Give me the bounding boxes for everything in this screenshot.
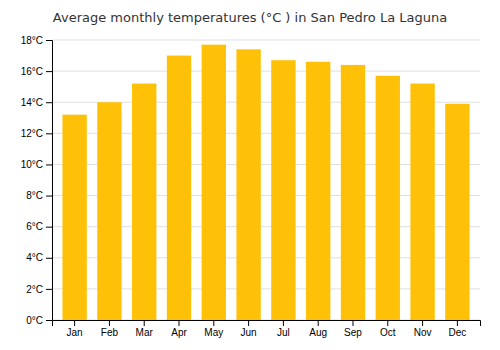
tick-label: Feb — [101, 327, 119, 338]
tick: 2°C — [26, 284, 52, 295]
tick: 18°C — [21, 35, 52, 46]
tick-mark — [352, 320, 353, 326]
bar — [306, 62, 330, 320]
tick: Jul — [277, 320, 290, 338]
axis-line — [46, 41, 53, 321]
tick: Mar — [136, 320, 154, 338]
tick-mark — [46, 164, 52, 165]
tick-mark — [318, 320, 319, 326]
bar — [97, 102, 121, 320]
title: Average monthly temperatures (°C ) in Sa… — [53, 10, 447, 25]
tick: Feb — [101, 320, 119, 338]
tick-mark — [283, 320, 284, 326]
tick-mark — [46, 320, 52, 321]
grid-line — [52, 71, 480, 72]
tick-label: 2°C — [26, 284, 43, 295]
tick-label: Sep — [344, 327, 362, 338]
tick-mark — [46, 289, 52, 290]
tick: Jun — [241, 320, 257, 338]
bar — [271, 60, 295, 320]
tick-label: Jun — [241, 327, 257, 338]
tick-label: Jul — [277, 327, 290, 338]
tick-mark — [46, 227, 52, 228]
tick: 6°C — [26, 221, 52, 232]
tick: Dec — [448, 320, 466, 338]
tick-label: May — [204, 327, 223, 338]
tick-mark — [74, 320, 75, 326]
plot: 0°C 2°C 4°C 6°C 8°C 10°C 12°C 14°C 16°C 18°C Jan Fe… — [21, 35, 481, 338]
tick-mark — [46, 40, 52, 41]
tick-mark — [46, 133, 52, 134]
tick-label: 4°C — [26, 252, 43, 263]
tick-label: Jan — [67, 327, 83, 338]
bar — [62, 115, 86, 320]
tick-mark — [248, 320, 249, 326]
tick: 16°C — [21, 66, 52, 77]
tick-label: Mar — [136, 327, 154, 338]
bar — [445, 104, 469, 320]
grid — [52, 40, 480, 320]
tick: Aug — [309, 320, 327, 338]
tick-label: 14°C — [21, 97, 43, 108]
tick-mark — [387, 320, 388, 326]
tick-label: 12°C — [21, 128, 43, 139]
tick: May — [204, 320, 223, 338]
bar — [410, 84, 434, 320]
tick: Sep — [344, 320, 362, 338]
bar — [236, 49, 260, 320]
bar — [202, 45, 226, 320]
tick-mark — [109, 320, 110, 326]
tick: Oct — [380, 320, 396, 338]
tick-mark — [457, 320, 458, 326]
tick-mark — [422, 320, 423, 326]
tick-label: 8°C — [26, 190, 43, 201]
tick-mark — [46, 102, 52, 103]
tick-label: Nov — [414, 327, 432, 338]
tick: 8°C — [26, 190, 52, 201]
bar — [376, 76, 400, 320]
tick-label: Oct — [380, 327, 396, 338]
tick-mark — [144, 320, 145, 326]
tick-label: Aug — [309, 327, 327, 338]
y-axis: 0°C 2°C 4°C 6°C 8°C 10°C 12°C 14°C 16°C 18°C — [21, 35, 53, 326]
chart: 0°C 2°C 4°C 6°C 8°C 10°C 12°C 14°C 16°C 18°C Jan Fe… — [0, 0, 500, 350]
x-axis: Jan Feb Mar Apr May Jun Jul Aug Sep Oct Nov Dec — [53, 320, 481, 338]
tick: 14°C — [21, 97, 52, 108]
tick-mark — [46, 258, 52, 259]
tick: 0°C — [26, 315, 52, 326]
tick: 4°C — [26, 252, 52, 263]
tick: 10°C — [21, 159, 52, 170]
tick-label: 6°C — [26, 221, 43, 232]
axis-line — [53, 321, 481, 327]
tick-label: 18°C — [21, 35, 43, 46]
tick-label: 10°C — [21, 159, 43, 170]
bars — [62, 45, 469, 320]
tick: Nov — [414, 320, 432, 338]
tick-label: Apr — [171, 327, 187, 338]
tick-label: 0°C — [26, 315, 43, 326]
tick-mark — [179, 320, 180, 326]
tick-label: 16°C — [21, 66, 43, 77]
tick-mark — [46, 71, 52, 72]
tick: 12°C — [21, 128, 52, 139]
tick: Apr — [171, 320, 187, 338]
tick: Jan — [67, 320, 83, 338]
bar — [132, 84, 156, 320]
grid-line — [52, 40, 480, 41]
tick-mark — [46, 196, 52, 197]
bar — [167, 56, 191, 320]
tick-label: Dec — [448, 327, 466, 338]
bar — [341, 65, 365, 320]
tick-mark — [213, 320, 214, 326]
